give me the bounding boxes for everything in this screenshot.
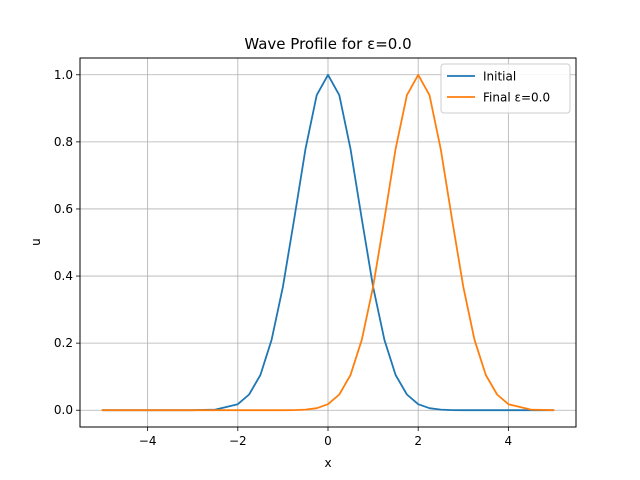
x-axis-label: x <box>324 456 331 470</box>
series-line-2 <box>101 73 555 412</box>
y-tick-label: 0.6 <box>54 202 73 216</box>
legend-label-1: Initial <box>483 70 516 84</box>
x-tick-label: 4 <box>505 434 513 448</box>
series-line-1 <box>101 73 555 412</box>
y-tick-label: 0.4 <box>54 269 73 283</box>
y-tick-label: 0.8 <box>54 135 73 149</box>
chart-title: Wave Profile for ε=0.0 <box>244 35 411 53</box>
ticks: −4 −2 0 2 4 0.0 0.2 0.4 0.6 0.8 1.0 <box>54 68 512 448</box>
legend-label-2: Final ε=0.0 <box>483 91 550 105</box>
x-tick-label: −4 <box>139 434 157 448</box>
series-group <box>101 73 555 412</box>
x-tick-label: 2 <box>414 434 422 448</box>
y-tick-label: 0.0 <box>54 403 73 417</box>
y-tick-label: 1.0 <box>54 68 73 82</box>
x-tick-label: −2 <box>229 434 247 448</box>
legend: Initial Final ε=0.0 <box>440 63 571 114</box>
y-axis-label: u <box>29 238 43 246</box>
x-tick-label: 0 <box>324 434 332 448</box>
y-tick-label: 0.2 <box>54 336 73 350</box>
